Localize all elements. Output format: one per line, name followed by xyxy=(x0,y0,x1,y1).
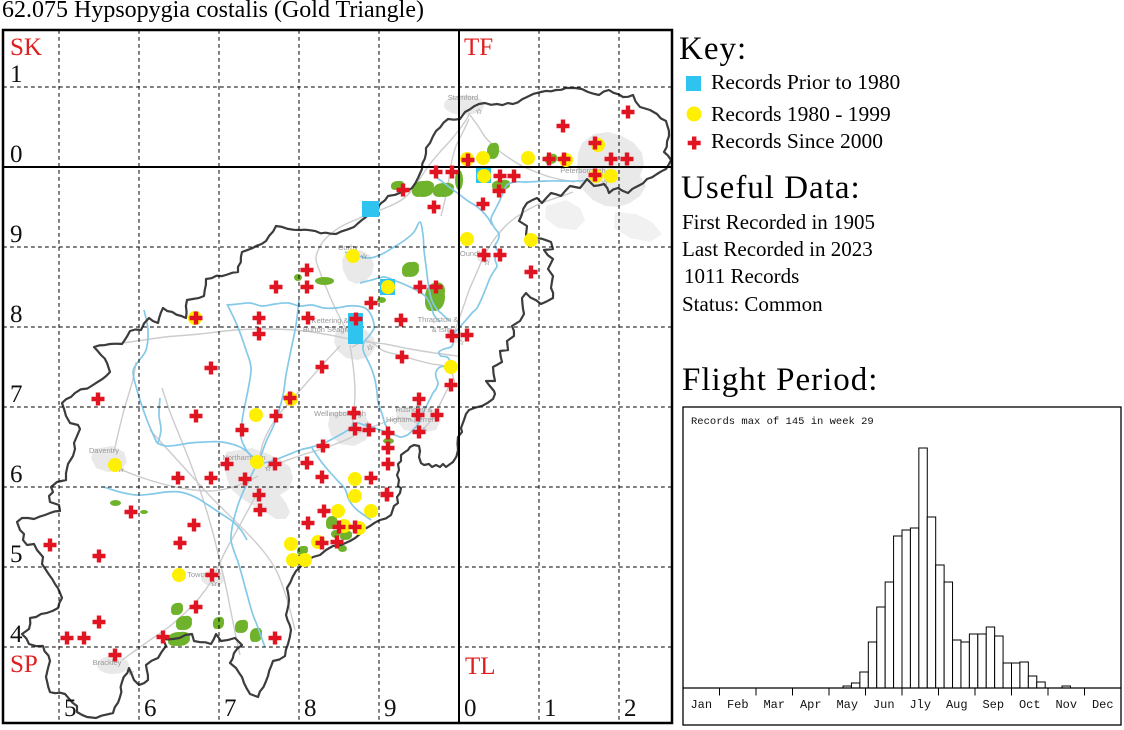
svg-text:Records max of 145 in week 29: Records max of 145 in week 29 xyxy=(691,416,874,428)
svg-text:Thrapston &: Thrapston & xyxy=(418,315,459,324)
svg-text:Higham Ferrers: Higham Ferrers xyxy=(386,415,438,424)
svg-text:Towcester: Towcester xyxy=(187,570,221,579)
svg-text:SK: SK xyxy=(10,34,42,61)
svg-text:May: May xyxy=(836,698,858,712)
svg-text:Mar: Mar xyxy=(763,698,785,712)
svg-text:Dec: Dec xyxy=(1092,698,1114,712)
svg-text:5: 5 xyxy=(64,695,77,722)
svg-text:2: 2 xyxy=(624,695,637,722)
svg-text:Oundle: Oundle xyxy=(460,249,484,258)
svg-text:Rushden &: Rushden & xyxy=(395,405,432,414)
svg-text:☆: ☆ xyxy=(127,668,134,677)
svg-text:Jan: Jan xyxy=(690,698,712,712)
svg-text:Aug: Aug xyxy=(946,698,968,712)
svg-text:☆: ☆ xyxy=(483,258,490,267)
svg-text:Brackley: Brackley xyxy=(93,658,122,667)
svg-text:5: 5 xyxy=(10,541,23,568)
svg-text:9: 9 xyxy=(10,221,23,248)
svg-text:Jly: Jly xyxy=(909,698,931,712)
svg-text:Daventry: Daventry xyxy=(89,446,119,455)
svg-text:☆: ☆ xyxy=(457,338,464,347)
svg-text:1: 1 xyxy=(544,695,557,722)
svg-text:☆: ☆ xyxy=(475,107,482,116)
svg-text:4: 4 xyxy=(10,621,23,648)
svg-text:Jun: Jun xyxy=(873,698,895,712)
svg-text:6: 6 xyxy=(144,695,157,722)
svg-text:7: 7 xyxy=(224,695,237,722)
svg-text:Peterborough: Peterborough xyxy=(560,166,605,175)
svg-text:Nov: Nov xyxy=(1055,698,1077,712)
svg-text:Feb: Feb xyxy=(727,698,749,712)
svg-text:1: 1 xyxy=(10,61,23,88)
svg-text:Kettering &: Kettering & xyxy=(311,316,348,325)
svg-text:TL: TL xyxy=(465,653,496,680)
svg-text:0: 0 xyxy=(10,141,23,168)
svg-text:Wellingborough: Wellingborough xyxy=(314,409,366,418)
svg-text:TF: TF xyxy=(464,34,493,61)
svg-text:☆: ☆ xyxy=(360,252,367,261)
svg-text:☆: ☆ xyxy=(366,343,373,352)
svg-text:8: 8 xyxy=(10,301,23,328)
svg-text:☆: ☆ xyxy=(117,465,124,474)
svg-text:Burton Seagrave: Burton Seagrave xyxy=(303,325,359,334)
svg-text:Apr: Apr xyxy=(800,698,822,712)
svg-text:Stamford: Stamford xyxy=(448,93,478,102)
svg-text:8: 8 xyxy=(304,695,317,722)
svg-text:0: 0 xyxy=(464,695,477,722)
svg-text:7: 7 xyxy=(10,381,23,408)
svg-text:Northampton: Northampton xyxy=(222,453,265,462)
svg-text:Sep: Sep xyxy=(982,698,1004,712)
svg-text:☆: ☆ xyxy=(601,178,608,187)
svg-text:9: 9 xyxy=(384,695,397,722)
svg-text:SP: SP xyxy=(10,651,38,678)
svg-text:& Islip: & Islip xyxy=(432,325,452,334)
svg-text:☆: ☆ xyxy=(264,464,271,473)
svg-text:Oct: Oct xyxy=(1019,698,1041,712)
svg-text:☆: ☆ xyxy=(210,579,217,588)
svg-text:6: 6 xyxy=(10,461,23,488)
